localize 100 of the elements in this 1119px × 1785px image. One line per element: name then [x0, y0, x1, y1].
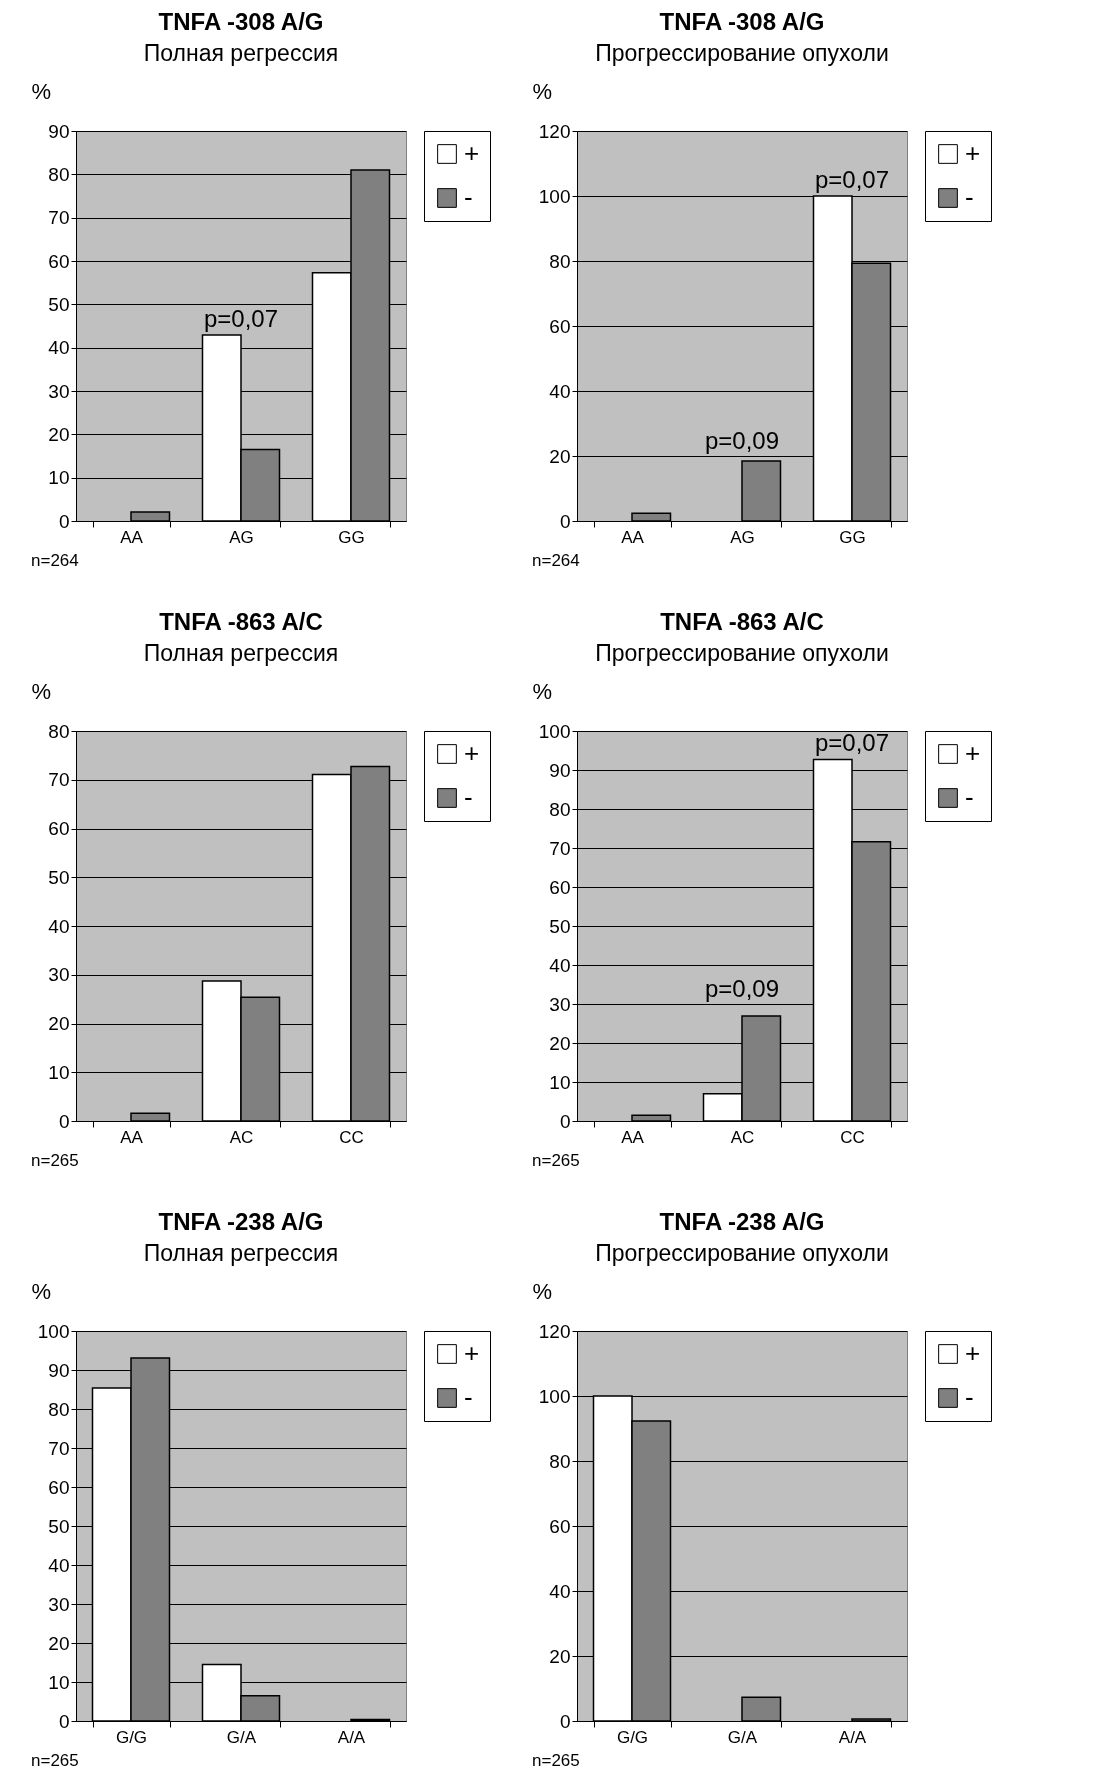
annotation: p=0,07: [814, 166, 890, 193]
y-tick-label: 10: [48, 1671, 70, 1693]
y-tick-label: 10: [48, 467, 70, 489]
y-tick-label: 0: [559, 1710, 571, 1732]
x-tick-label: GG: [839, 527, 866, 547]
x-tick-label: G/A: [226, 1727, 257, 1747]
chart-title: TNFA -238 A/G: [158, 1208, 324, 1235]
y-tick-label: 60: [48, 818, 70, 839]
y-tick-label: 10: [549, 1071, 571, 1093]
y-tick-label: 70: [48, 207, 70, 229]
y-tick-label: 0: [58, 510, 70, 532]
y-tick-label: 90: [48, 1359, 70, 1381]
y-tick-label: 0: [58, 1710, 70, 1732]
legend-label: -: [464, 1382, 473, 1412]
y-tick-label: 30: [48, 380, 70, 402]
y-tick-label: 50: [48, 293, 70, 315]
chart-subtitle: Полная регрессия: [143, 640, 339, 666]
y-tick-label: 40: [48, 337, 70, 359]
y-tick-label: 120: [538, 1320, 571, 1342]
text: n=265: [31, 1751, 79, 1770]
y-tick-label: 80: [48, 163, 70, 185]
legend-label: -: [464, 782, 473, 812]
y-tick-label: 20: [549, 445, 571, 467]
chart-title: TNFA -863 A/C: [159, 608, 323, 635]
y-tick-label: 80: [549, 798, 571, 820]
chart-subtitle: Прогрессирование опухоли: [595, 640, 889, 666]
y-tick-label: 30: [48, 964, 70, 986]
x-tick-label: AA: [120, 527, 144, 547]
legend-label: +: [965, 1338, 981, 1368]
y-tick-label: 80: [549, 1450, 571, 1472]
y-tick-label: 100: [538, 720, 571, 742]
x-tick-label: AA: [621, 1127, 645, 1147]
y-axis-title: %: [532, 1278, 553, 1304]
x-tick-label: AA: [120, 1127, 144, 1147]
y-tick-label: 100: [37, 1320, 70, 1342]
y-axis-title: %: [532, 678, 553, 704]
y-tick-label: 120: [538, 120, 571, 142]
x-tick-label: AG: [730, 527, 755, 547]
y-tick-label: 40: [48, 1554, 70, 1576]
legend-label: +: [464, 1338, 480, 1368]
y-tick-label: 40: [549, 1580, 571, 1602]
y-tick-label: 30: [549, 993, 571, 1015]
y-tick-label: 60: [48, 250, 70, 272]
y-tick-label: 90: [549, 759, 571, 781]
y-tick-label: 90: [48, 120, 70, 142]
chart-title: TNFA -238 A/G: [659, 1208, 825, 1235]
y-tick-label: 30: [48, 1593, 70, 1615]
chart-title: TNFA -308 A/G: [158, 8, 324, 35]
y-tick-label: 50: [48, 866, 70, 888]
chart-subtitle: Прогрессирование опухоли: [595, 40, 889, 66]
y-tick-label: 100: [538, 1385, 571, 1407]
y-axis-title: %: [31, 678, 52, 704]
legend-label: +: [965, 138, 981, 168]
x-tick-label: CC: [840, 1127, 865, 1147]
y-tick-label: 20: [549, 1645, 571, 1667]
y-tick-label: 0: [559, 1110, 571, 1132]
y-tick-label: 60: [549, 315, 571, 337]
x-tick-label: AA: [621, 527, 645, 547]
x-tick-label: CC: [339, 1127, 364, 1147]
legend-label: +: [464, 738, 480, 768]
chart-subtitle: Полная регрессия: [143, 1240, 339, 1266]
y-tick-label: 40: [48, 915, 70, 937]
y-tick-label: 80: [48, 1398, 70, 1420]
text: n=264: [532, 551, 580, 570]
y-tick-label: 40: [549, 380, 571, 402]
x-tick-label: G/G: [115, 1727, 148, 1747]
x-tick-label: AC: [229, 1127, 254, 1147]
legend-label: -: [965, 1382, 974, 1412]
annotation: p=0,09: [704, 427, 780, 454]
y-tick-label: 20: [549, 1032, 571, 1054]
y-tick-label: 20: [48, 423, 70, 445]
y-tick-label: 70: [549, 837, 571, 859]
y-tick-label: 70: [48, 769, 70, 791]
legend-label: -: [965, 782, 974, 812]
annotation: p=0,09: [704, 975, 780, 1002]
y-axis-title: %: [532, 78, 553, 104]
y-tick-label: 70: [48, 1437, 70, 1459]
chart-subtitle: Прогрессирование опухоли: [595, 1240, 889, 1266]
text: n=265: [532, 1751, 580, 1770]
text: n=264: [31, 551, 79, 570]
y-tick-label: 100: [538, 185, 571, 207]
y-tick-label: 50: [48, 1515, 70, 1537]
y-tick-label: 60: [549, 876, 571, 898]
legend-label: +: [464, 138, 480, 168]
y-tick-label: 60: [48, 1476, 70, 1498]
chart-subtitle: Полная регрессия: [143, 40, 339, 66]
x-tick-label: A/A: [337, 1727, 366, 1747]
x-tick-label: G/G: [616, 1727, 649, 1747]
y-tick-label: 20: [48, 1632, 70, 1654]
text: n=265: [532, 1151, 580, 1170]
y-tick-label: 10: [48, 1061, 70, 1083]
legend-label: -: [464, 182, 473, 212]
y-tick-label: 20: [48, 1013, 70, 1034]
y-tick-label: 0: [559, 510, 571, 532]
chart-title: TNFA -308 A/G: [659, 8, 825, 35]
y-tick-label: 50: [549, 915, 571, 937]
legend-label: -: [965, 182, 974, 212]
x-tick-label: GG: [338, 527, 365, 547]
chart-title: TNFA -863 A/C: [660, 608, 824, 635]
legend-label: +: [965, 738, 981, 768]
